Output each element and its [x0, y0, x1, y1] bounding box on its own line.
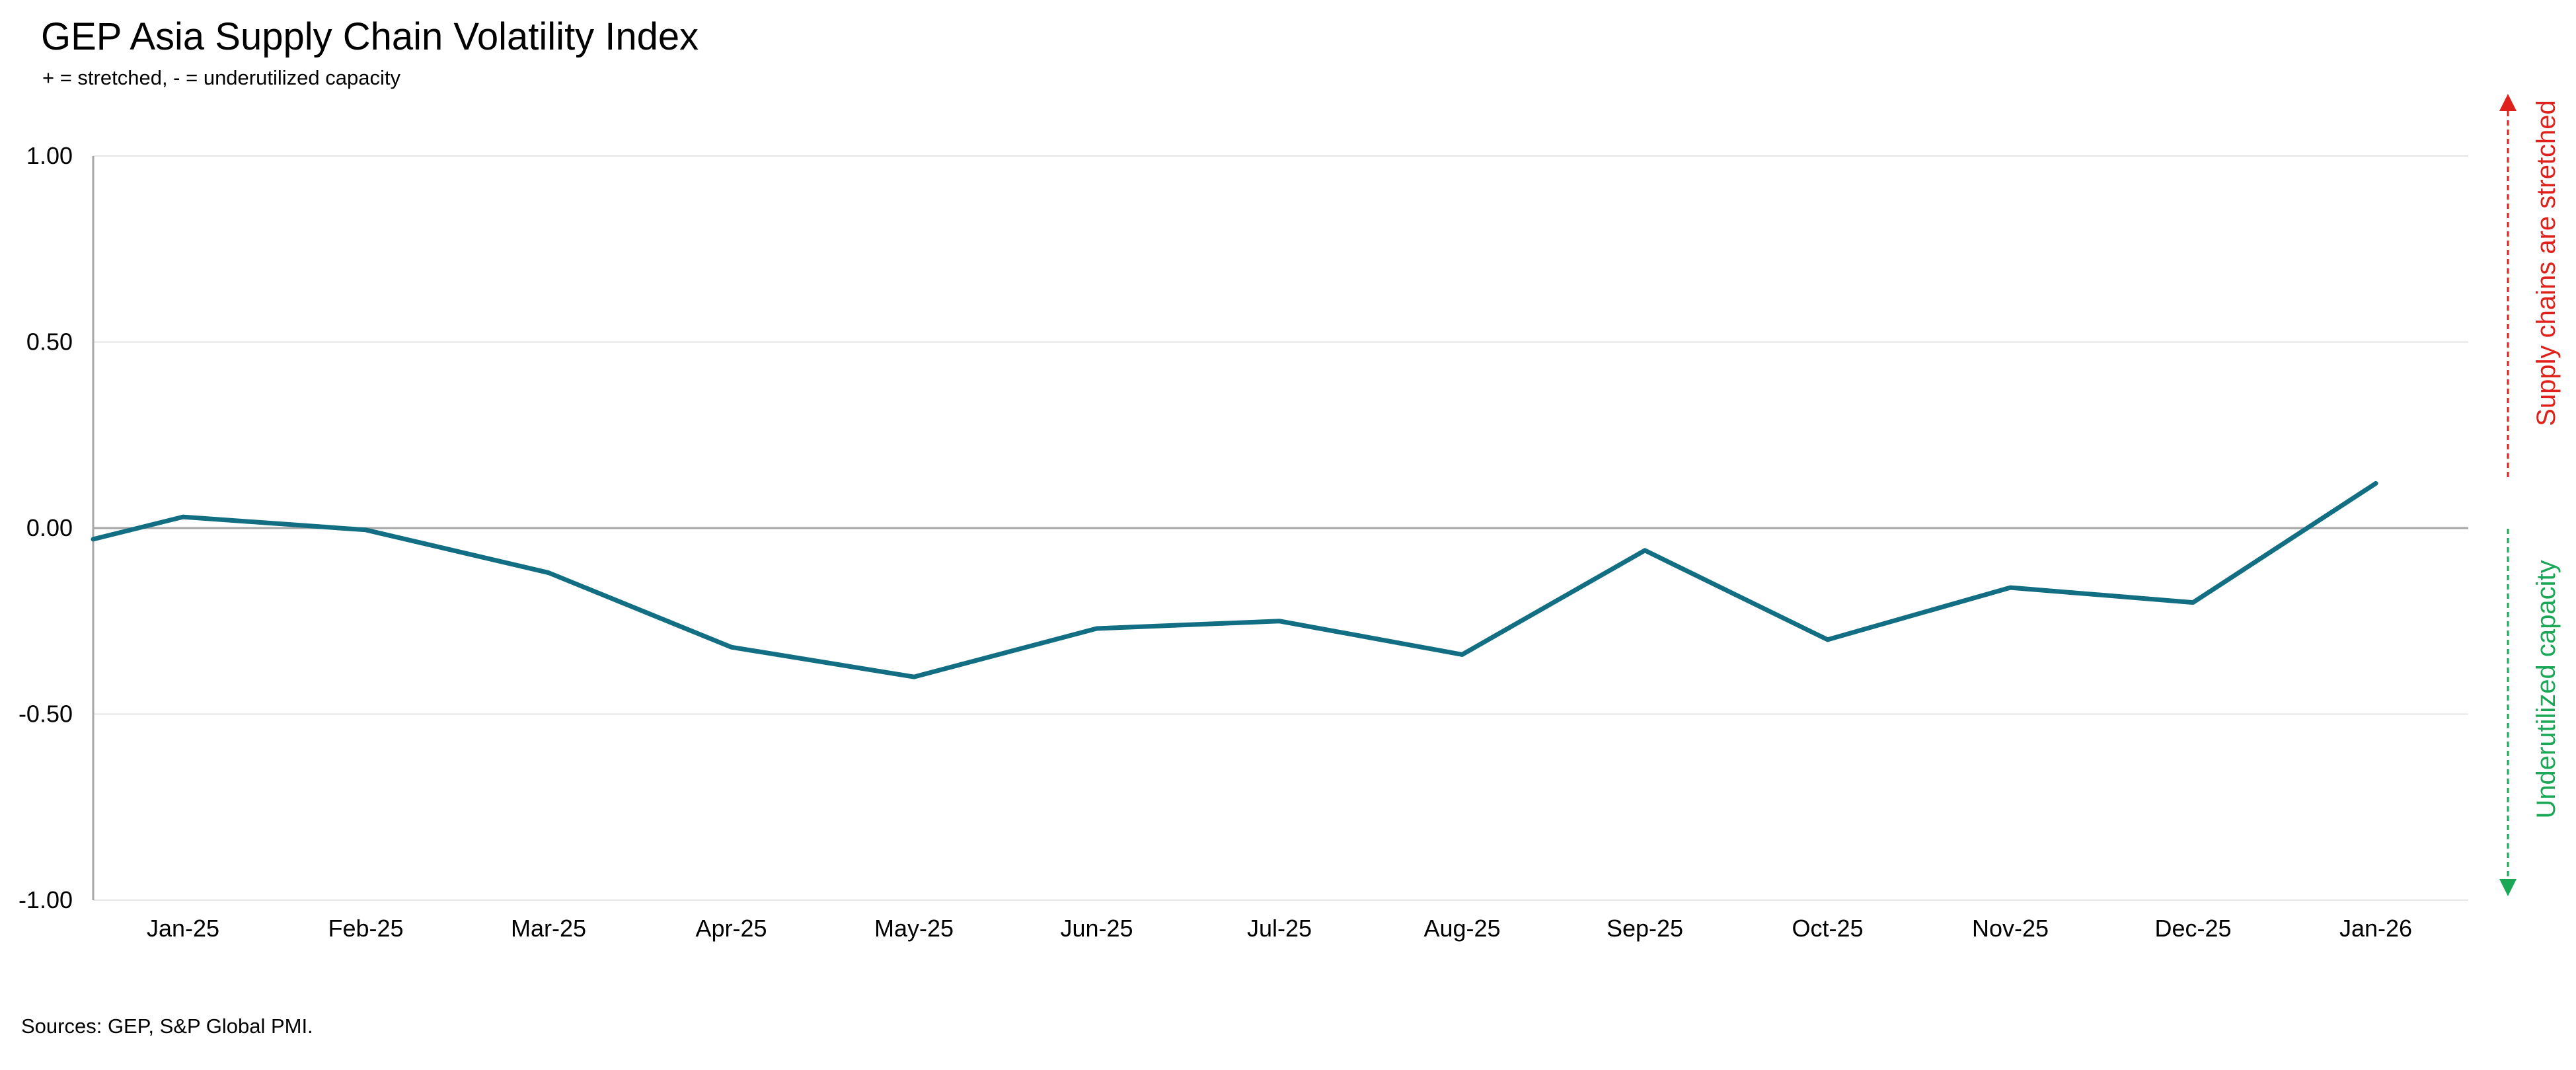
series-layer — [91, 480, 2378, 679]
arrow-up-icon — [2499, 94, 2517, 111]
source-note: Sources: GEP, S&P Global PMI. — [21, 1014, 313, 1038]
data-point — [2374, 481, 2378, 486]
y-tick-label: 0.50 — [26, 328, 73, 356]
arrow-down-icon — [2499, 879, 2517, 896]
chart-title: GEP Asia Supply Chain Volatility Index — [41, 15, 699, 58]
x-tick-label: Jan-25 — [147, 915, 219, 942]
data-point — [1094, 627, 1099, 631]
x-tick-label: Sep-25 — [1607, 915, 1683, 942]
x-tick-labels: Jan-25 Feb-25 Mar-25 Apr-25 May-25 Jun-25 Jul-… — [147, 915, 2412, 942]
data-point — [1277, 619, 1281, 623]
axes — [92, 156, 2468, 900]
y-tick-label: -0.50 — [19, 701, 73, 728]
x-tick-label: Jul-25 — [1247, 915, 1312, 942]
x-tick-label: Aug-25 — [1423, 915, 1500, 942]
data-point — [363, 527, 368, 532]
data-point — [729, 645, 734, 650]
x-tick-label: Jan-26 — [2339, 915, 2412, 942]
y-tick-label: 0.00 — [26, 514, 73, 541]
x-tick-label: May-25 — [874, 915, 954, 942]
x-tick-label: Oct-25 — [1792, 915, 1863, 942]
side-annotations: Supply chains are stretched Underutilized… — [2499, 94, 2561, 896]
stretched-label: Supply chains are stretched — [2532, 100, 2561, 426]
grid-lines — [93, 155, 2468, 901]
data-point — [912, 675, 916, 679]
y-tick-labels: 1.00 0.50 0.00 -0.50 -1.00 — [19, 142, 73, 913]
x-tick-label: Dec-25 — [2154, 915, 2231, 942]
data-point — [2008, 586, 2012, 590]
chart-subtitle: + = stretched, - = underutilized capacit… — [42, 66, 400, 89]
y-tick-label: 1.00 — [26, 142, 73, 169]
data-point — [1825, 637, 1830, 642]
x-tick-label: Nov-25 — [1972, 915, 2049, 942]
data-point — [181, 515, 185, 519]
series-line — [91, 480, 2378, 679]
data-point — [1460, 652, 1464, 657]
data-point — [2191, 600, 2195, 605]
y-tick-label: -1.00 — [19, 886, 73, 913]
x-tick-label: Feb-25 — [328, 915, 403, 942]
underutilized-label: Underutilized capacity — [2532, 560, 2561, 818]
data-point — [547, 570, 550, 575]
x-tick-label: Jun-25 — [1060, 915, 1133, 942]
data-point — [1643, 548, 1647, 553]
x-tick-label: Mar-25 — [511, 915, 586, 942]
x-tick-label: Apr-25 — [695, 915, 767, 942]
